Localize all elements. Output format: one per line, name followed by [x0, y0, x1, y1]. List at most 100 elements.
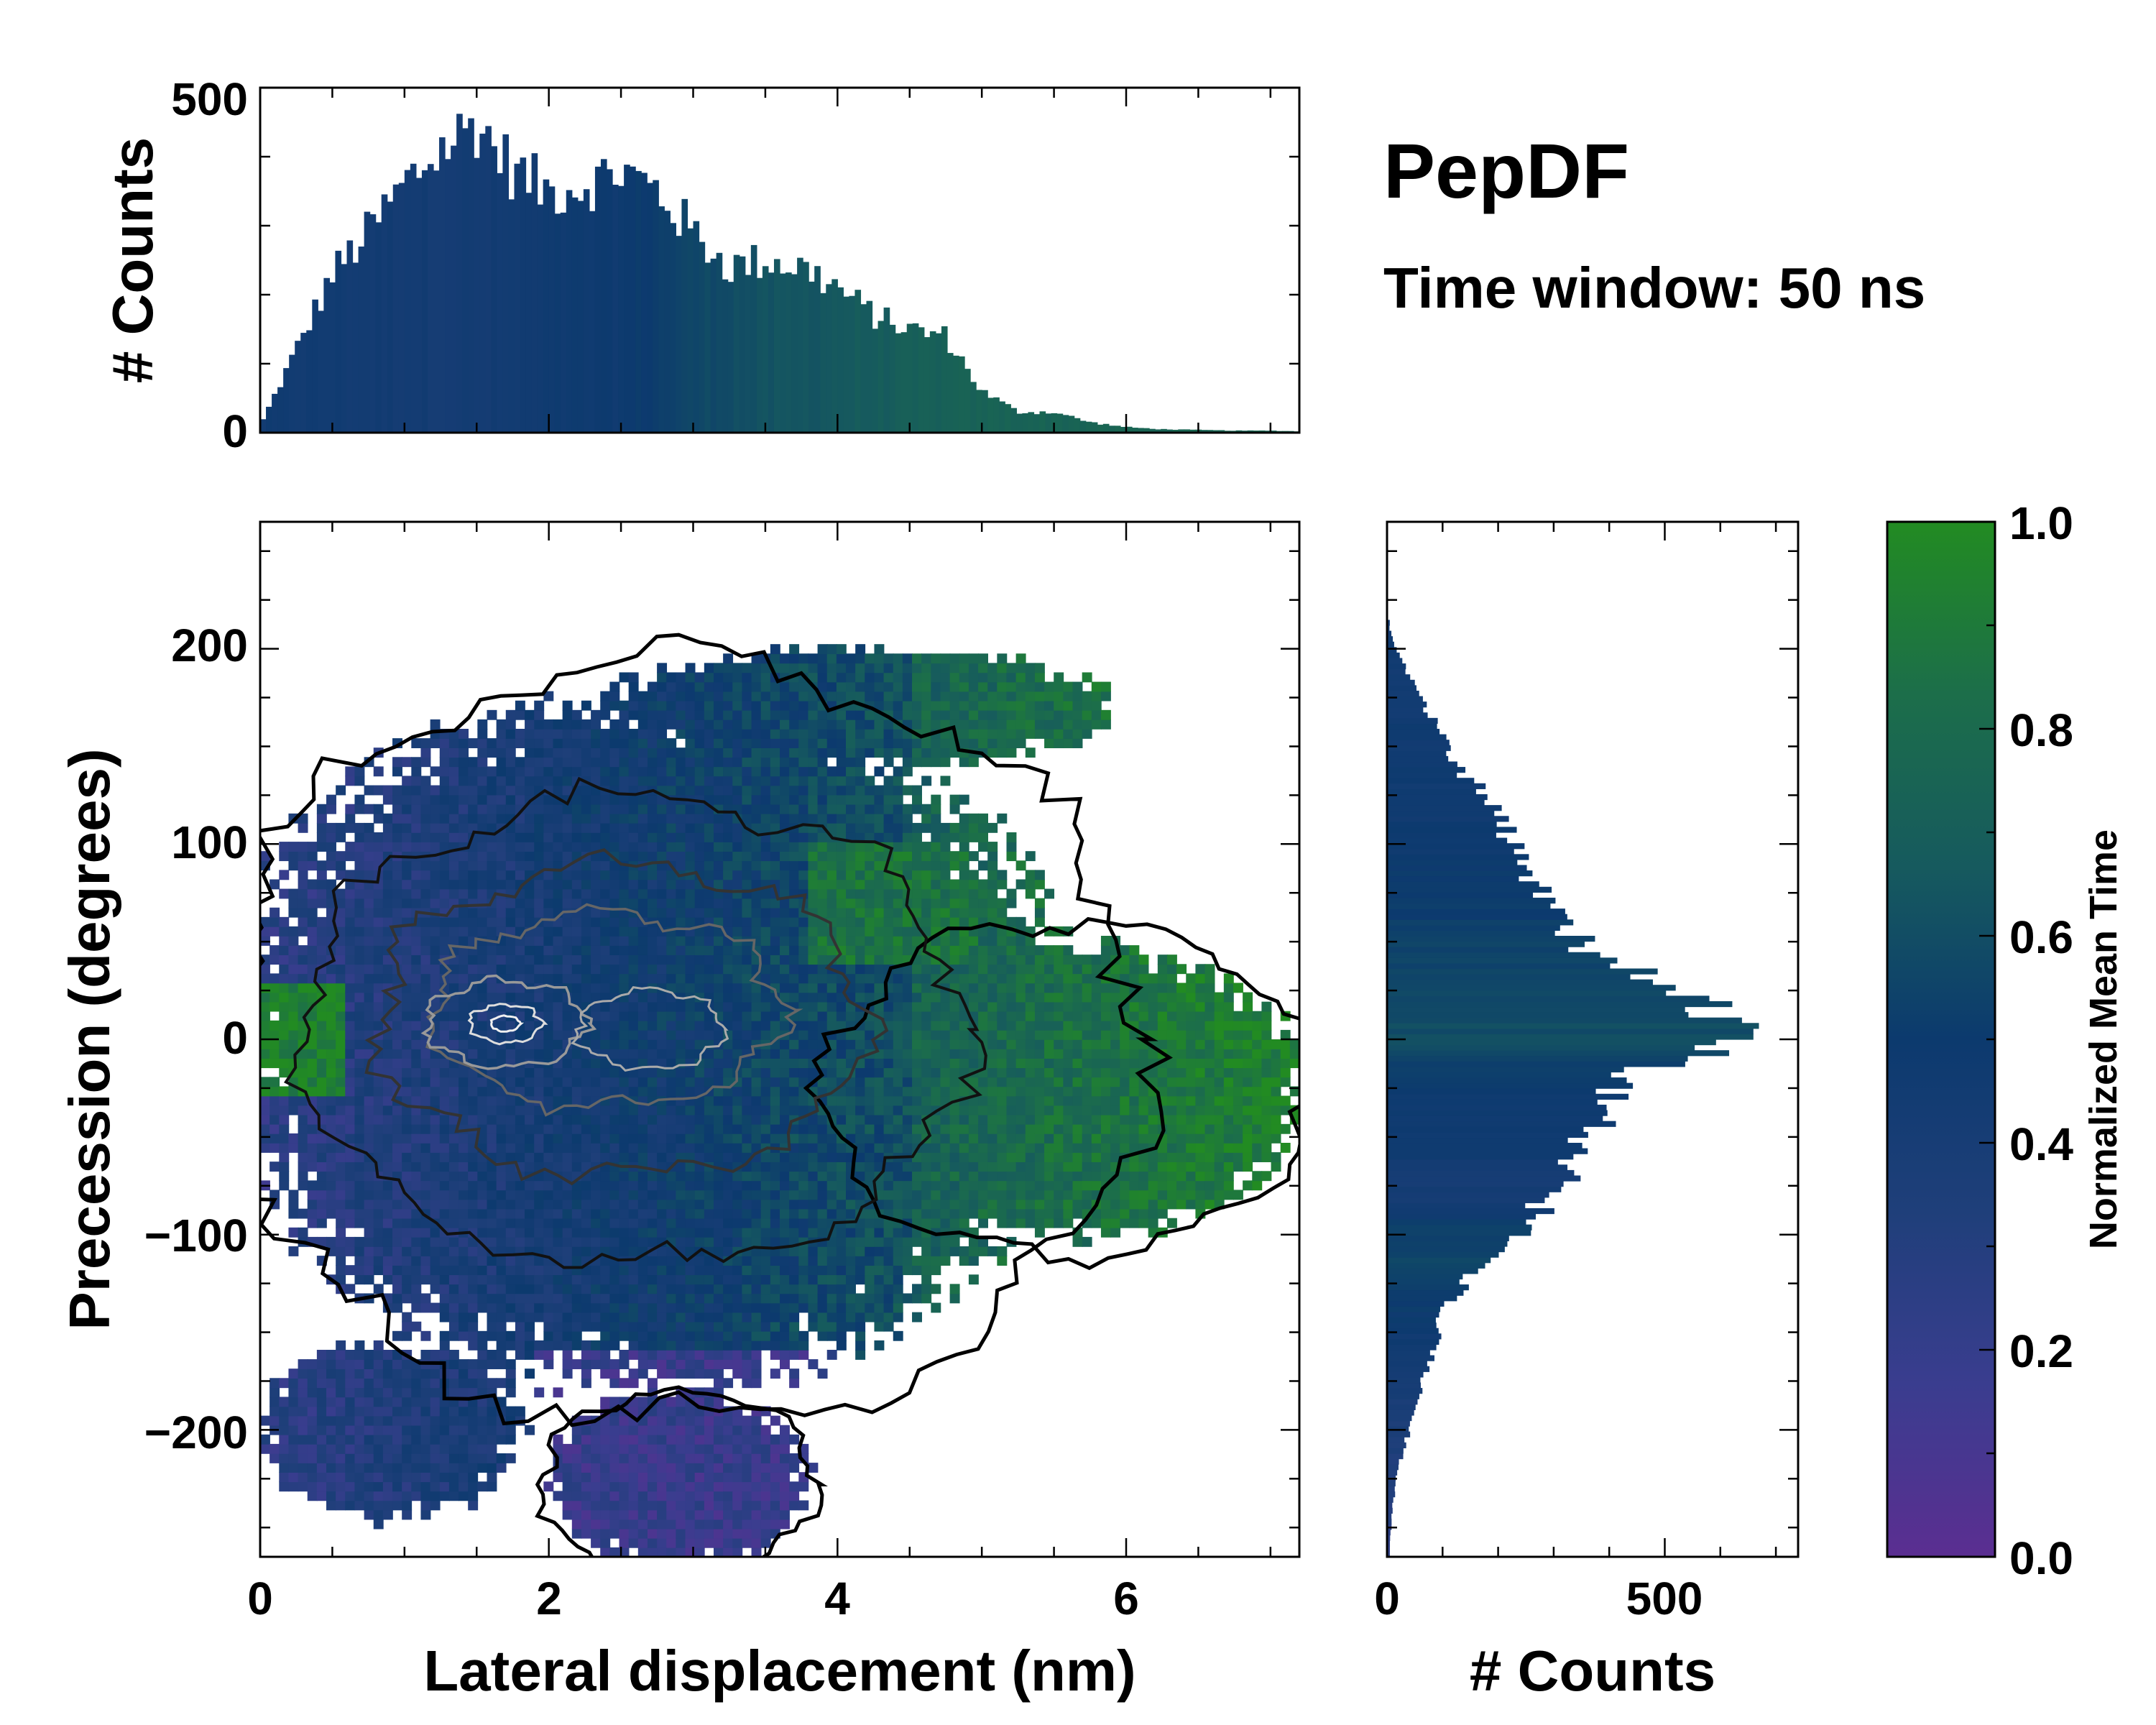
heatmap-cell: [780, 1509, 790, 1520]
heatmap-cell: [430, 1162, 441, 1172]
heatmap-cell: [562, 1162, 573, 1172]
heatmap-cell: [562, 945, 573, 955]
heatmap-cell: [336, 1095, 346, 1106]
heatmap-cell: [836, 1049, 847, 1059]
heatmap-cell: [619, 1491, 630, 1501]
heatmap-cell: [723, 851, 734, 862]
heatmap-cell: [571, 804, 582, 814]
heatmap-cell: [676, 1227, 686, 1238]
heatmap-cell: [581, 1067, 591, 1078]
heatmap-cell: [468, 1443, 479, 1454]
heatmap-cell: [459, 1302, 469, 1313]
top-hist-bar: [918, 327, 925, 433]
heatmap-cell: [628, 1368, 639, 1379]
heatmap-cell: [789, 653, 800, 664]
heatmap-cell: [496, 1105, 507, 1116]
heatmap-cell: [515, 1029, 525, 1040]
heatmap-cell: [487, 766, 497, 777]
heatmap-cell: [298, 1049, 308, 1059]
heatmap-cell: [826, 983, 837, 993]
heatmap-cell: [402, 888, 413, 899]
heatmap-cell: [609, 1397, 620, 1407]
heatmap-cell: [713, 1227, 724, 1238]
heatmap-cell: [468, 1114, 479, 1125]
top-hist-bar: [491, 146, 497, 433]
heatmap-cell: [562, 973, 573, 984]
heatmap-cell: [288, 1415, 299, 1426]
heatmap-cell: [354, 1180, 365, 1191]
heatmap-cell: [732, 691, 743, 702]
heatmap-cell: [534, 888, 545, 899]
heatmap-cell: [789, 1340, 800, 1351]
heatmap-cell: [382, 1265, 393, 1276]
heatmap-cell: [780, 916, 790, 927]
heatmap-cell: [628, 1500, 639, 1511]
heatmap-cell: [496, 1208, 507, 1219]
heatmap-cell: [525, 1330, 535, 1341]
heatmap-cell: [666, 1067, 677, 1078]
heatmap-cell: [430, 1425, 441, 1435]
heatmap-cell: [402, 757, 413, 768]
heatmap-cell: [562, 1321, 573, 1332]
heatmap-cell: [685, 1162, 696, 1172]
heatmap-cell: [657, 1067, 668, 1078]
heatmap-cell: [345, 898, 356, 908]
heatmap-cell: [392, 757, 402, 768]
heatmap-cell: [468, 1190, 479, 1200]
heatmap-cell: [336, 1001, 346, 1012]
heatmap-cell: [780, 973, 790, 984]
heatmap-cell: [742, 1020, 752, 1031]
heatmap-cell: [411, 794, 422, 805]
heatmap-cell: [382, 1143, 393, 1153]
heatmap-cell: [477, 804, 488, 814]
heatmap-cell: [780, 1321, 790, 1332]
heatmap-cell: [298, 1171, 308, 1182]
heatmap-cell: [637, 870, 648, 880]
heatmap-cell: [430, 1472, 441, 1483]
heatmap-cell: [600, 1001, 611, 1012]
heatmap-cell: [525, 1086, 535, 1097]
heatmap-cell: [704, 766, 714, 777]
heatmap-cell: [468, 1274, 479, 1285]
heatmap-cell: [637, 1321, 648, 1332]
heatmap-cell: [609, 832, 620, 842]
heatmap-cell: [808, 1321, 819, 1332]
heatmap-cell: [543, 1312, 554, 1322]
heatmap-cell: [279, 870, 290, 880]
heatmap-cell: [364, 992, 374, 1003]
heatmap-cell: [770, 860, 780, 871]
heatmap-cell: [789, 1330, 800, 1341]
top-hist-bar: [1258, 430, 1266, 433]
heatmap-cell: [430, 1453, 441, 1463]
heatmap-cell: [505, 983, 516, 993]
heatmap-cell: [676, 813, 686, 824]
heatmap-cell: [676, 1350, 686, 1360]
heatmap-cell: [628, 842, 639, 852]
heatmap-cell: [780, 1049, 790, 1059]
heatmap-cell: [525, 1143, 535, 1153]
heatmap-cell: [487, 1123, 497, 1134]
heatmap-cell: [571, 992, 582, 1003]
heatmap-cell: [760, 936, 771, 946]
heatmap-cell: [345, 888, 356, 899]
heatmap-cell: [459, 1039, 469, 1049]
heatmap-cell: [808, 1114, 819, 1125]
heatmap-cell: [420, 954, 431, 965]
heatmap-cell: [420, 1020, 431, 1031]
top-hist-bar: [266, 406, 272, 433]
heatmap-cell: [373, 916, 384, 927]
heatmap-cell: [581, 1340, 591, 1351]
heatmap-cell: [382, 1443, 393, 1454]
heatmap-cell: [459, 785, 469, 796]
heatmap-cell: [600, 1208, 611, 1219]
heatmap-cell: [789, 1302, 800, 1313]
heatmap-cell: [270, 1039, 280, 1049]
heatmap-cell: [808, 992, 819, 1003]
heatmap-cell: [713, 945, 724, 955]
heatmap-cell: [751, 1425, 762, 1435]
heatmap-cell: [487, 1481, 497, 1492]
heatmap-cell: [543, 832, 554, 842]
top-hist-bar: [803, 262, 809, 433]
heatmap-cell: [373, 1434, 384, 1445]
heatmap-cell: [609, 1302, 620, 1313]
